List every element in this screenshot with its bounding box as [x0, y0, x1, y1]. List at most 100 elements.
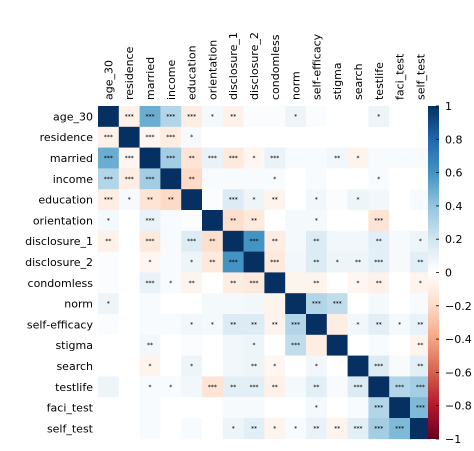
cell-disclosure-1-married [139, 230, 161, 252]
cell-self-efficacy-disclosure-1 [222, 314, 244, 336]
sig-norm-self-efficacy: *** [312, 301, 321, 308]
cell-income-education [181, 168, 203, 190]
cell-condomless-norm [285, 272, 307, 294]
cell-condomless-disclosure-1 [222, 272, 244, 294]
col-label-orientation: orientation [206, 40, 219, 100]
cell-married-age-30 [98, 147, 120, 169]
cell-self-efficacy-married [139, 314, 161, 336]
cell-norm-condomless [264, 293, 286, 315]
cell-age-30-married [139, 106, 161, 128]
col-label-income: income [165, 59, 178, 100]
sig-condomless-education: ** [189, 280, 195, 287]
cell-stigma-income [160, 334, 182, 356]
colorbar-tick-label: 0.8 [445, 133, 463, 146]
colorbar-tick-label: 0.4 [445, 200, 463, 213]
cell-disclosure-1-self-test [410, 230, 432, 252]
cell-married-disclosure-1 [222, 147, 244, 169]
cell-residence-search [347, 126, 369, 148]
sig-condomless-income: * [169, 280, 172, 287]
cell-testlife-stigma [326, 376, 348, 398]
sig-disclosure-2-testlife: *** [374, 259, 383, 266]
colorbar-tick-label: 0.2 [445, 233, 463, 246]
cell-self-efficacy-disclosure-2 [243, 314, 265, 336]
sig-search-married: * [149, 363, 152, 370]
colorbar: 1 0.8 0.6 0.4 0.2 0 −0.2 −0.4 −0.6 −0.8 −1 [428, 100, 472, 446]
sig-disclosure-2-married: * [149, 259, 152, 266]
cell-residence-faci-test [389, 126, 411, 148]
cell-married-self-test [410, 147, 432, 169]
cell-income-faci-test [389, 168, 411, 190]
sig-disclosure-1-testlife: ** [376, 238, 382, 245]
cell-residence-stigma [326, 126, 348, 148]
cell-condomless-self-test [410, 272, 432, 294]
sig-disclosure-2-self-test: ** [417, 259, 423, 266]
cell-age-30-age-30 [98, 106, 120, 128]
cell-disclosure-2-norm [285, 251, 307, 273]
cell-faci-test-age-30 [98, 397, 120, 419]
sig-married-orientation: *** [208, 155, 217, 162]
cell-self-test-faci-test [389, 418, 411, 440]
cell-condomless-age-30 [98, 272, 120, 294]
row-label-faci-test: faci_test [47, 402, 94, 415]
sig-disclosure-2-orientation: ** [209, 259, 215, 266]
cell-disclosure-1-stigma [326, 230, 348, 252]
row-label-self-efficacy: self‑efficacy [27, 318, 94, 331]
cell-search-norm [285, 355, 307, 377]
cell-age-30-faci-test [389, 106, 411, 128]
cell-age-30-condomless [264, 106, 286, 128]
sig-self-efficacy-disclosure-2: ** [251, 321, 257, 328]
cell-married-residence [118, 147, 140, 169]
cell-age-30-residence [118, 106, 140, 128]
sig-norm-age-30: * [107, 301, 110, 308]
cell-orientation-stigma [326, 210, 348, 232]
cell-orientation-self-efficacy [306, 210, 328, 232]
col-label-self-efficacy: self‑efficacy [310, 33, 323, 100]
cell-disclosure-1-condomless [264, 230, 286, 252]
sig-income-testlife: * [377, 176, 380, 183]
cell-disclosure-1-testlife [368, 230, 390, 252]
cell-orientation-disclosure-2 [243, 210, 265, 232]
cell-stigma-self-efficacy [306, 334, 328, 356]
cell-self-efficacy-income [160, 314, 182, 336]
sig-income-education: ** [189, 176, 195, 183]
sig-self-test-search: *** [354, 425, 363, 432]
cell-faci-test-residence [118, 397, 140, 419]
cell-education-disclosure-1 [222, 189, 244, 211]
cell-disclosure-2-residence [118, 251, 140, 273]
cell-norm-disclosure-1 [222, 293, 244, 315]
sig-self-test-disclosure-1: * [232, 425, 235, 432]
cell-condomless-education [181, 272, 203, 294]
cell-testlife-self-test [410, 376, 432, 398]
cell-income-self-test [410, 168, 432, 190]
cell-married-norm [285, 147, 307, 169]
sig-education-disclosure-1: *** [229, 197, 238, 204]
cell-orientation-married [139, 210, 161, 232]
cell-married-stigma [326, 147, 348, 169]
cell-self-test-married [139, 418, 161, 440]
sig-residence-married: *** [146, 134, 155, 141]
sig-self-efficacy-education: * [190, 321, 193, 328]
cell-disclosure-1-faci-test [389, 230, 411, 252]
cell-faci-test-stigma [326, 397, 348, 419]
cell-condomless-self-efficacy [306, 272, 328, 294]
cell-search-orientation [202, 355, 224, 377]
cell-disclosure-2-education [181, 251, 203, 273]
cell-testlife-testlife [368, 376, 390, 398]
sig-age-30-testlife: * [377, 113, 380, 120]
sig-disclosure-1-orientation: ** [209, 238, 215, 245]
cell-income-age-30 [98, 168, 120, 190]
cell-stigma-self-test [410, 334, 432, 356]
cell-income-norm [285, 168, 307, 190]
cell-search-faci-test [389, 355, 411, 377]
cell-self-test-disclosure-2 [243, 418, 265, 440]
cell-married-testlife [368, 147, 390, 169]
cell-search-self-test [410, 355, 432, 377]
cell-residence-age-30 [98, 126, 120, 148]
sig-disclosure-1-self-test: * [419, 238, 422, 245]
sig-self-efficacy-norm: *** [291, 321, 300, 328]
cell-education-residence [118, 189, 140, 211]
cell-married-search [347, 147, 369, 169]
sig-education-condomless: ** [272, 197, 278, 204]
colorbar-tick-label: −0.2 [445, 300, 472, 313]
sig-married-stigma: ** [334, 155, 340, 162]
